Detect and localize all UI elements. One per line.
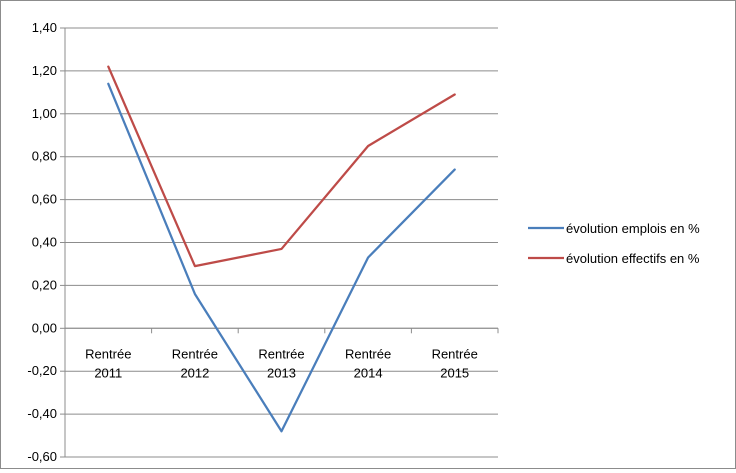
y-tick-label: -0,40 <box>27 406 57 421</box>
gridlines <box>65 27 498 458</box>
x-axis-ticks: Rentrée 2011 Rentrée 2012 Rentrée 2013 Rentrée… <box>64 328 499 380</box>
x-tick-label: Rentrée <box>85 346 131 361</box>
series-lines <box>107 65 456 433</box>
y-tick-label: 1,20 <box>32 63 57 78</box>
y-tick-label: 1,00 <box>32 106 57 121</box>
y-tick-label: -0,20 <box>27 363 57 378</box>
y-tick-label: 0,00 <box>32 320 57 335</box>
y-axis-ticks: 1,40 1,20 1,00 0,80 0,60 0,40 0,20 0,00 -0,20 -0,… <box>27 20 65 464</box>
x-tick-label: Rentrée <box>345 346 391 361</box>
y-tick-label: -0,60 <box>27 449 57 464</box>
x-tick-label: Rentrée <box>172 346 218 361</box>
x-tick-label: 2013 <box>267 365 296 380</box>
y-tick-label: 0,80 <box>32 149 57 164</box>
series-line-1 <box>107 82 456 433</box>
legend-label: évolution emplois en % <box>566 221 700 236</box>
y-tick-label: 0,20 <box>32 277 57 292</box>
x-tick-label: Rentrée <box>258 346 304 361</box>
x-tick-label: 2015 <box>440 365 469 380</box>
x-tick-label: 2014 <box>354 365 383 380</box>
x-tick-label: Rentrée <box>432 346 478 361</box>
legend: évolution emplois en % évolution effectif… <box>528 221 700 266</box>
y-tick-label: 1,40 <box>32 20 57 35</box>
y-tick-label: 0,60 <box>32 192 57 207</box>
legend-label: évolution effectifs en % <box>566 251 700 266</box>
x-tick-label: 2012 <box>180 365 209 380</box>
x-tick-label: 2011 <box>94 365 122 380</box>
series-line-2 <box>107 65 456 268</box>
axes <box>64 28 498 457</box>
y-tick-label: 0,40 <box>32 235 57 250</box>
